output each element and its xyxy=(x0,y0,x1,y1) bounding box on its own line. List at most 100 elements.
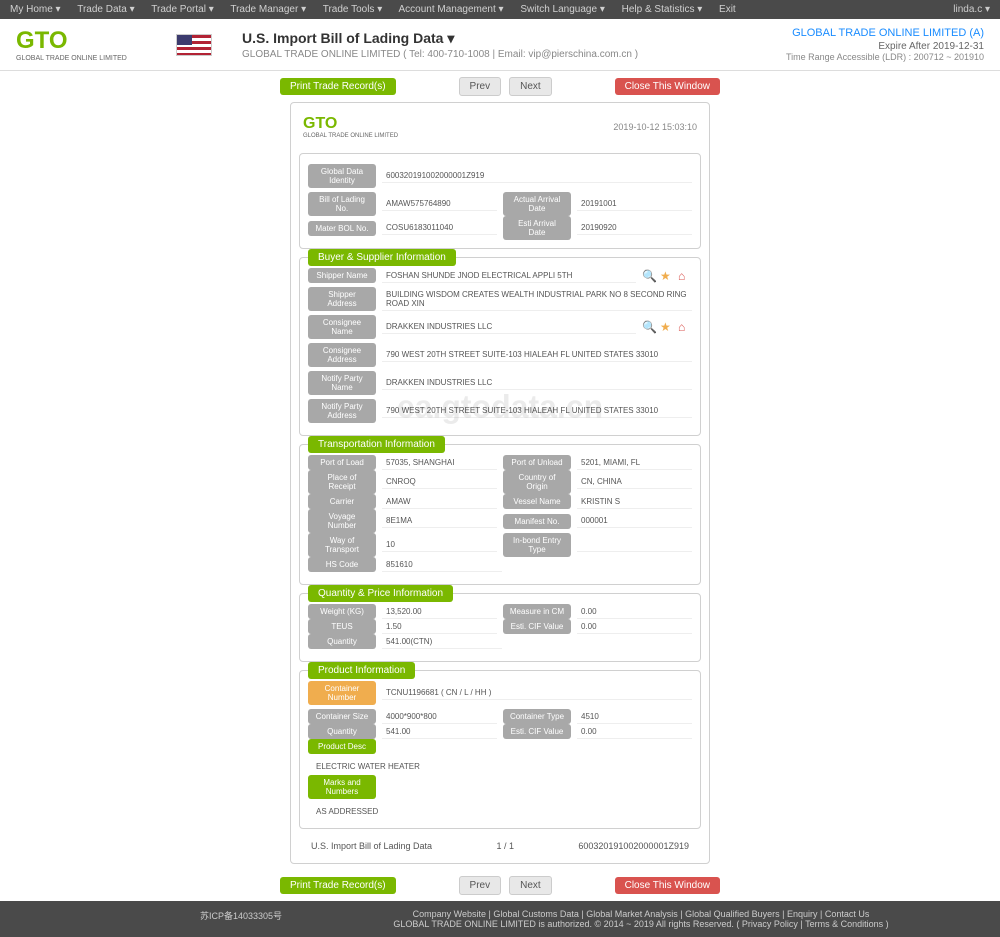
topnav-left: My Home ▾ Trade Data ▾ Trade Portal ▾ Tr… xyxy=(10,4,750,15)
teus-value: 1.50 xyxy=(382,620,497,634)
pecif-label: Esti. CIF Value xyxy=(503,724,571,739)
bol-value: AMAW575764890 xyxy=(382,197,497,211)
nav-myhome[interactable]: My Home ▾ xyxy=(10,4,61,15)
basic-section: Global Data Identity 600320191002000001Z9… xyxy=(299,153,701,249)
notify-name-value: DRAKKEN INDUSTRIES LLC xyxy=(382,376,692,390)
nav-trademanager[interactable]: Trade Manager ▾ xyxy=(230,4,306,15)
nav-language[interactable]: Switch Language ▾ xyxy=(520,4,605,15)
footer-right: 600320191002000001Z919 xyxy=(578,841,689,851)
transport-title: Transportation Information xyxy=(308,436,445,453)
measure-label: Measure in CM xyxy=(503,604,571,619)
type-label: Container Type xyxy=(503,709,571,724)
buyer-section: Buyer & Supplier Information Shipper Nam… xyxy=(299,257,701,436)
transport-section: Transportation Information Port of Load5… xyxy=(299,444,701,585)
wot-label: Way of Transport xyxy=(308,533,376,557)
gdi-label: Global Data Identity xyxy=(308,164,376,188)
panel-logo: GTO xyxy=(303,115,398,133)
carrier-value: AMAW xyxy=(382,495,497,509)
shipper-addr-label: Shipper Address xyxy=(308,287,376,311)
nav-tradedata[interactable]: Trade Data ▾ xyxy=(77,4,134,15)
consignee-addr-label: Consignee Address xyxy=(308,343,376,367)
print-button[interactable]: Print Trade Record(s) xyxy=(280,78,396,95)
weight-label: Weight (KG) xyxy=(308,604,376,619)
coo-label: Country of Origin xyxy=(503,470,571,494)
header: GTO GLOBAL TRADE ONLINE LIMITED U.S. Imp… xyxy=(0,19,1000,71)
marks-value: AS ADDRESSED xyxy=(308,803,692,820)
pou-value: 5201, MIAMI, FL xyxy=(577,456,692,470)
ecif-value: 0.00 xyxy=(577,620,692,634)
voyage-value: 8E1MA xyxy=(382,514,497,528)
prev-button[interactable]: Prev xyxy=(459,77,502,96)
home-icon[interactable]: ⌂ xyxy=(678,269,692,283)
wot-value: 10 xyxy=(382,538,497,552)
marks-label: Marks and Numbers xyxy=(308,775,376,799)
cnum-label: Container Number xyxy=(308,681,376,705)
main-panel: GTO GLOBAL TRADE ONLINE LIMITED 2019-10-… xyxy=(290,102,710,864)
nav-exit[interactable]: Exit xyxy=(719,4,736,15)
qty-value: 541.00(CTN) xyxy=(382,635,502,649)
header-center: U.S. Import Bill of Lading Data ▾ GLOBAL… xyxy=(242,30,786,60)
bol-label: Bill of Lading No. xyxy=(308,192,376,216)
pou-label: Port of Unload xyxy=(503,455,571,470)
expire-date: Expire After 2019-12-31 xyxy=(786,41,984,52)
action-bar-top: Print Trade Record(s) Prev Next Close Th… xyxy=(0,71,1000,102)
home-icon[interactable]: ⌂ xyxy=(678,320,692,334)
vessel-label: Vessel Name xyxy=(503,494,571,509)
product-title: Product Information xyxy=(308,662,415,679)
mbol-value: COSU6183011040 xyxy=(382,221,497,235)
desc-value: ELECTRIC WATER HEATER xyxy=(308,758,692,775)
footer-links[interactable]: Company Website | Global Customs Data | … xyxy=(0,909,1000,919)
next-button[interactable]: Next xyxy=(509,77,552,96)
notify-addr-value: 790 WEST 20TH STREET SUITE-103 HIALEAH F… xyxy=(382,404,692,418)
pqty-value: 541.00 xyxy=(382,725,497,739)
gdi-value: 600320191002000001Z919 xyxy=(382,169,692,183)
por-value: CNROQ xyxy=(382,475,497,489)
flag-us-icon[interactable] xyxy=(176,34,212,56)
manifest-value: 000001 xyxy=(577,514,692,528)
logo: GTO GLOBAL TRADE ONLINE LIMITED xyxy=(16,27,136,62)
shipper-addr-value: BUILDING WISDOM CREATES WEALTH INDUSTRIA… xyxy=(382,288,692,311)
por-label: Place of Receipt xyxy=(308,470,376,494)
product-section: Product Information Container NumberTCNU… xyxy=(299,670,701,829)
ecif-label: Esti. CIF Value xyxy=(503,619,571,634)
nav-tradeportal[interactable]: Trade Portal ▾ xyxy=(151,4,213,15)
consignee-name-label: Consignee Name xyxy=(308,315,376,339)
pol-label: Port of Load xyxy=(308,455,376,470)
nav-account[interactable]: Account Management ▾ xyxy=(398,4,503,15)
ead-value: 20190920 xyxy=(577,221,692,235)
manifest-label: Manifest No. xyxy=(503,514,571,529)
page-title[interactable]: U.S. Import Bill of Lading Data ▾ xyxy=(242,30,786,47)
footer-left: U.S. Import Bill of Lading Data xyxy=(311,841,432,851)
notify-addr-label: Notify Party Address xyxy=(308,399,376,423)
nav-help[interactable]: Help & Statistics ▾ xyxy=(622,4,703,15)
shipper-name-value: FOSHAN SHUNDE JNOD ELECTRICAL APPLI 5TH xyxy=(382,269,636,283)
notify-name-label: Notify Party Name xyxy=(308,371,376,395)
logo-sub: GLOBAL TRADE ONLINE LIMITED xyxy=(16,55,136,62)
buyer-title: Buyer & Supplier Information xyxy=(308,249,456,266)
qty-label: Quantity xyxy=(308,634,376,649)
consignee-addr-value: 790 WEST 20TH STREET SUITE-103 HIALEAH F… xyxy=(382,348,692,362)
ibet-label: In-bond Entry Type xyxy=(503,533,571,557)
search-icon[interactable]: 🔍 xyxy=(642,269,656,283)
header-right: GLOBAL TRADE ONLINE LIMITED (A) Expire A… xyxy=(786,27,984,62)
close-button[interactable]: Close This Window xyxy=(615,78,720,95)
star-icon[interactable]: ★ xyxy=(660,269,674,283)
company-name: GLOBAL TRADE ONLINE LIMITED (A) xyxy=(786,27,984,39)
mbol-label: Mater BOL No. xyxy=(308,221,376,236)
hs-label: HS Code xyxy=(308,557,376,572)
panel-timestamp: 2019-10-12 15:03:10 xyxy=(613,122,697,132)
topbar: My Home ▾ Trade Data ▾ Trade Portal ▾ Tr… xyxy=(0,0,1000,19)
footer-center: 1 / 1 xyxy=(496,841,514,851)
star-icon[interactable]: ★ xyxy=(660,320,674,334)
nav-tradetools[interactable]: Trade Tools ▾ xyxy=(323,4,383,15)
search-icon[interactable]: 🔍 xyxy=(642,320,656,334)
panel-header: GTO GLOBAL TRADE ONLINE LIMITED 2019-10-… xyxy=(299,111,701,143)
voyage-label: Voyage Number xyxy=(308,509,376,533)
panel-logo-sub: GLOBAL TRADE ONLINE LIMITED xyxy=(303,133,398,139)
ead-label: Esti Arrival Date xyxy=(503,216,571,240)
logo-text: GTO xyxy=(16,27,136,55)
nav-user[interactable]: linda.c ▾ xyxy=(953,4,990,15)
aad-value: 20191001 xyxy=(577,197,692,211)
icp: 苏ICP备14033305号 xyxy=(200,909,282,922)
ibet-value xyxy=(577,538,692,552)
